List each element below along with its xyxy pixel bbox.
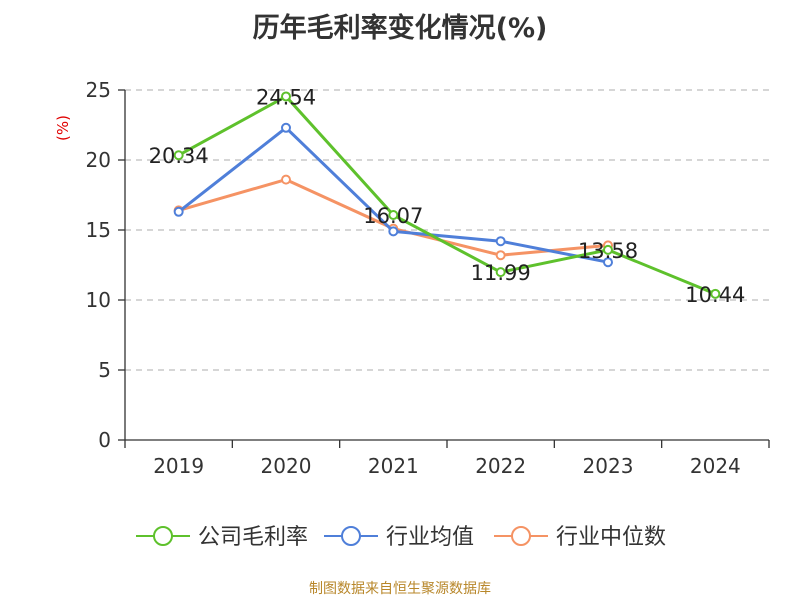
- axes: 0 5 10 15 20 25 2019 2020 2021 2022 2023 2024: [86, 78, 770, 478]
- y-tick-label: 5: [98, 358, 111, 382]
- data-point: [710, 288, 721, 299]
- legend-item[interactable]: 公司毛利率: [136, 525, 308, 550]
- data-label: 13.58: [578, 239, 638, 263]
- source-note: 制图数据来自恒生聚源数据库: [309, 581, 491, 597]
- chart-title: 历年毛利率变化情况(%): [252, 13, 548, 44]
- data-point: [495, 236, 506, 247]
- data-labels: 20.34 24.54 16.07 11.99 13.58 10.44: [149, 85, 746, 306]
- y-tick-label: 20: [86, 148, 111, 172]
- y-tick-label: 15: [86, 218, 111, 242]
- data-label: 10.44: [685, 283, 745, 307]
- legend-label: 行业均值: [386, 525, 474, 550]
- series-line: [177, 126, 609, 264]
- data-point: [388, 226, 399, 237]
- data-label: 24.54: [256, 85, 316, 109]
- data-point: [603, 244, 613, 255]
- x-tick-label: 2019: [153, 454, 204, 478]
- data-label: 16.07: [363, 204, 423, 228]
- legend-swatch-marker: [153, 526, 173, 546]
- legend-label: 公司毛利率: [198, 525, 308, 550]
- data-point: [173, 206, 184, 217]
- legend-item[interactable]: 行业中位数: [494, 525, 666, 550]
- legend-swatch-marker: [341, 526, 361, 546]
- data-label: 11.99: [471, 261, 531, 285]
- x-tick-label: 2020: [261, 454, 312, 478]
- legend[interactable]: 公司毛利率 行业均值 行业中位数: [136, 525, 666, 550]
- data-point: [495, 250, 506, 261]
- data-point: [281, 91, 291, 102]
- data-point: [173, 150, 184, 161]
- x-tick-label: 2021: [368, 454, 419, 478]
- data-point: [495, 267, 506, 278]
- legend-swatch-marker: [511, 526, 531, 546]
- y-tick-label: 10: [86, 288, 111, 312]
- data-label: 20.34: [149, 144, 209, 168]
- series-lines: [173, 91, 721, 299]
- data-point: [388, 210, 399, 221]
- y-tick-label: 0: [98, 428, 111, 452]
- x-tick-label: 2022: [475, 454, 526, 478]
- legend-label: 行业中位数: [556, 525, 666, 550]
- data-point: [281, 174, 291, 185]
- x-tick-label: 2023: [583, 454, 634, 478]
- y-tick-label: 25: [86, 78, 111, 102]
- series-line: [177, 94, 716, 296]
- y-axis-unit-label: (%): [54, 115, 72, 141]
- x-tick-label: 2024: [690, 454, 741, 478]
- legend-item[interactable]: 行业均值: [324, 525, 474, 550]
- grid-lines: [125, 89, 769, 371]
- data-point: [603, 257, 613, 268]
- data-point: [281, 122, 291, 133]
